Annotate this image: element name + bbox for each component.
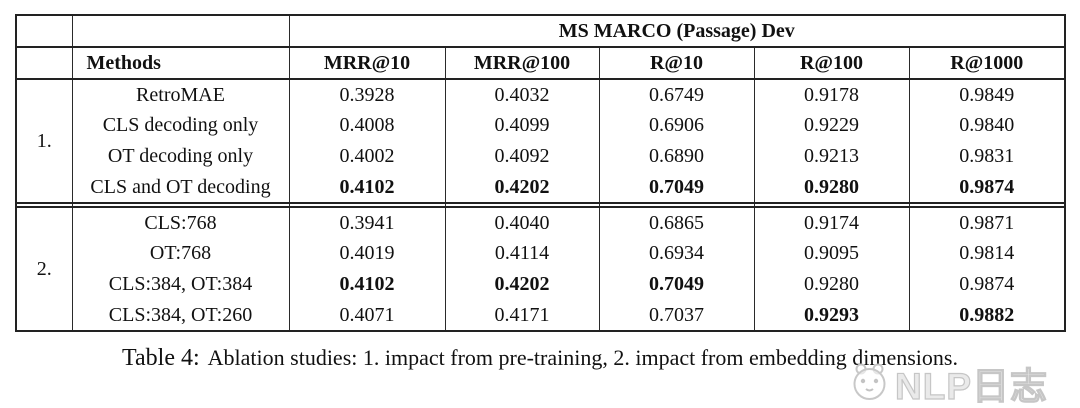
value-cell: 0.4002 [288,141,446,172]
table-caption: Table 4: Ablation studies: 1. impact from… [0,345,1080,372]
value-cell: 0.9095 [753,238,910,269]
value-cell: 0.9280 [753,269,910,300]
value-cell: 0.4102 [288,172,446,203]
value-cell: 0.9874 [908,172,1066,203]
value-cell: 0.3941 [288,207,446,238]
value-cell: 0.4114 [444,238,600,269]
table-row: OT decoding only 0.4002 0.4092 0.6890 0.9213… [16,141,1066,172]
metric-column-header: MRR@10 [288,47,446,80]
method-cell: CLS:384, OT:384 [71,269,290,300]
value-cell: 0.4202 [444,269,600,300]
metric-column-header: MRR@100 [444,47,600,80]
table-row: 1. RetroMAE 0.3928 0.4032 0.6749 0.9178 0.9849 [15,79,1066,203]
separator-cell [908,202,1066,208]
dataset-header: MS MARCO (Passage) Dev [288,15,1066,48]
method-cell: OT decoding only [71,141,290,172]
caption-text: Ablation studies: 1. impact from pre-tra… [207,345,958,370]
value-cell: 0.9882 [908,300,1066,331]
value-cell: 0.4202 [444,172,600,203]
metric-column-header: R@1000 [908,47,1066,80]
value-cell: 0.9831 [908,141,1066,172]
value-cell: 0.7049 [598,172,755,203]
value-cell: 0.9213 [753,141,910,172]
value-cell: 0.9229 [753,110,910,141]
value-cell: 0.4040 [444,207,600,238]
method-cell: CLS:384, OT:260 [71,300,290,331]
methods-column-header: Methods [71,47,290,80]
metric-column-header: R@10 [598,47,755,80]
dataset-header-row: MS MARCO (Passage) Dev [15,15,1066,48]
value-cell: 0.9840 [908,110,1066,141]
table-row: CLS and OT decoding 0.4102 0.4202 0.7049 0.9… [16,172,1066,203]
value-cell: 0.4032 [444,79,600,110]
page: MS MARCO (Passage) Dev Methods MRR@10 MR… [0,14,1080,408]
value-cell: 0.4171 [444,300,600,331]
value-cell: 0.9874 [908,269,1066,300]
value-cell: 0.9871 [908,207,1066,238]
results-table: MS MARCO (Passage) Dev Methods MRR@10 MR… [15,14,1066,332]
value-cell: 0.9174 [753,207,910,238]
caption-label: Table 4: [122,345,200,371]
value-cell: 0.9814 [908,238,1066,269]
value-cell: 0.3928 [288,79,446,110]
empty-cell [15,15,73,48]
value-cell: 0.9280 [753,172,910,203]
group-label-cell: 2. [15,207,73,331]
value-cell: 0.9293 [753,300,910,331]
empty-cell [71,15,290,48]
value-cell: 0.4092 [444,141,600,172]
value-cell: 0.6934 [598,238,755,269]
table-row: OT:768 0.4019 0.4114 0.6934 0.9095 0.9814 [16,238,1066,269]
table-row: 2. CLS:768 0.3941 0.4040 0.6865 0.9174 0.9871 [15,207,1066,331]
value-cell: 0.7037 [598,300,755,331]
method-cell: CLS:768 [71,207,290,238]
value-cell: 0.9178 [753,79,910,110]
value-cell: 0.4099 [444,110,600,141]
value-cell: 0.7049 [598,269,755,300]
empty-cell [15,47,73,80]
value-cell: 0.6865 [598,207,755,238]
method-cell: OT:768 [71,238,290,269]
value-cell: 0.6906 [598,110,755,141]
table-row: CLS decoding only 0.4008 0.4099 0.6906 0.922… [16,110,1066,141]
method-cell: RetroMAE [71,79,290,110]
value-cell: 0.4019 [288,238,446,269]
table-row: CLS:384, OT:260 0.4071 0.4171 0.7037 0.9293 0… [16,300,1066,331]
column-header-row: Methods MRR@10 MRR@100 R@10 R@100 R@1000 [15,47,1066,80]
value-cell: 0.4071 [288,300,446,331]
value-cell: 0.6749 [598,79,755,110]
value-cell: 0.4102 [288,269,446,300]
value-cell: 0.4008 [288,110,446,141]
metric-column-header: R@100 [753,47,910,80]
value-cell: 0.9849 [908,79,1066,110]
table-row: CLS:384, OT:384 0.4102 0.4202 0.7049 0.9280 0… [16,269,1066,300]
method-cell: CLS and OT decoding [71,172,290,203]
group-separator-row [15,202,1066,208]
group-label-cell: 1. [15,79,73,203]
method-cell: CLS decoding only [71,110,290,141]
value-cell: 0.6890 [598,141,755,172]
